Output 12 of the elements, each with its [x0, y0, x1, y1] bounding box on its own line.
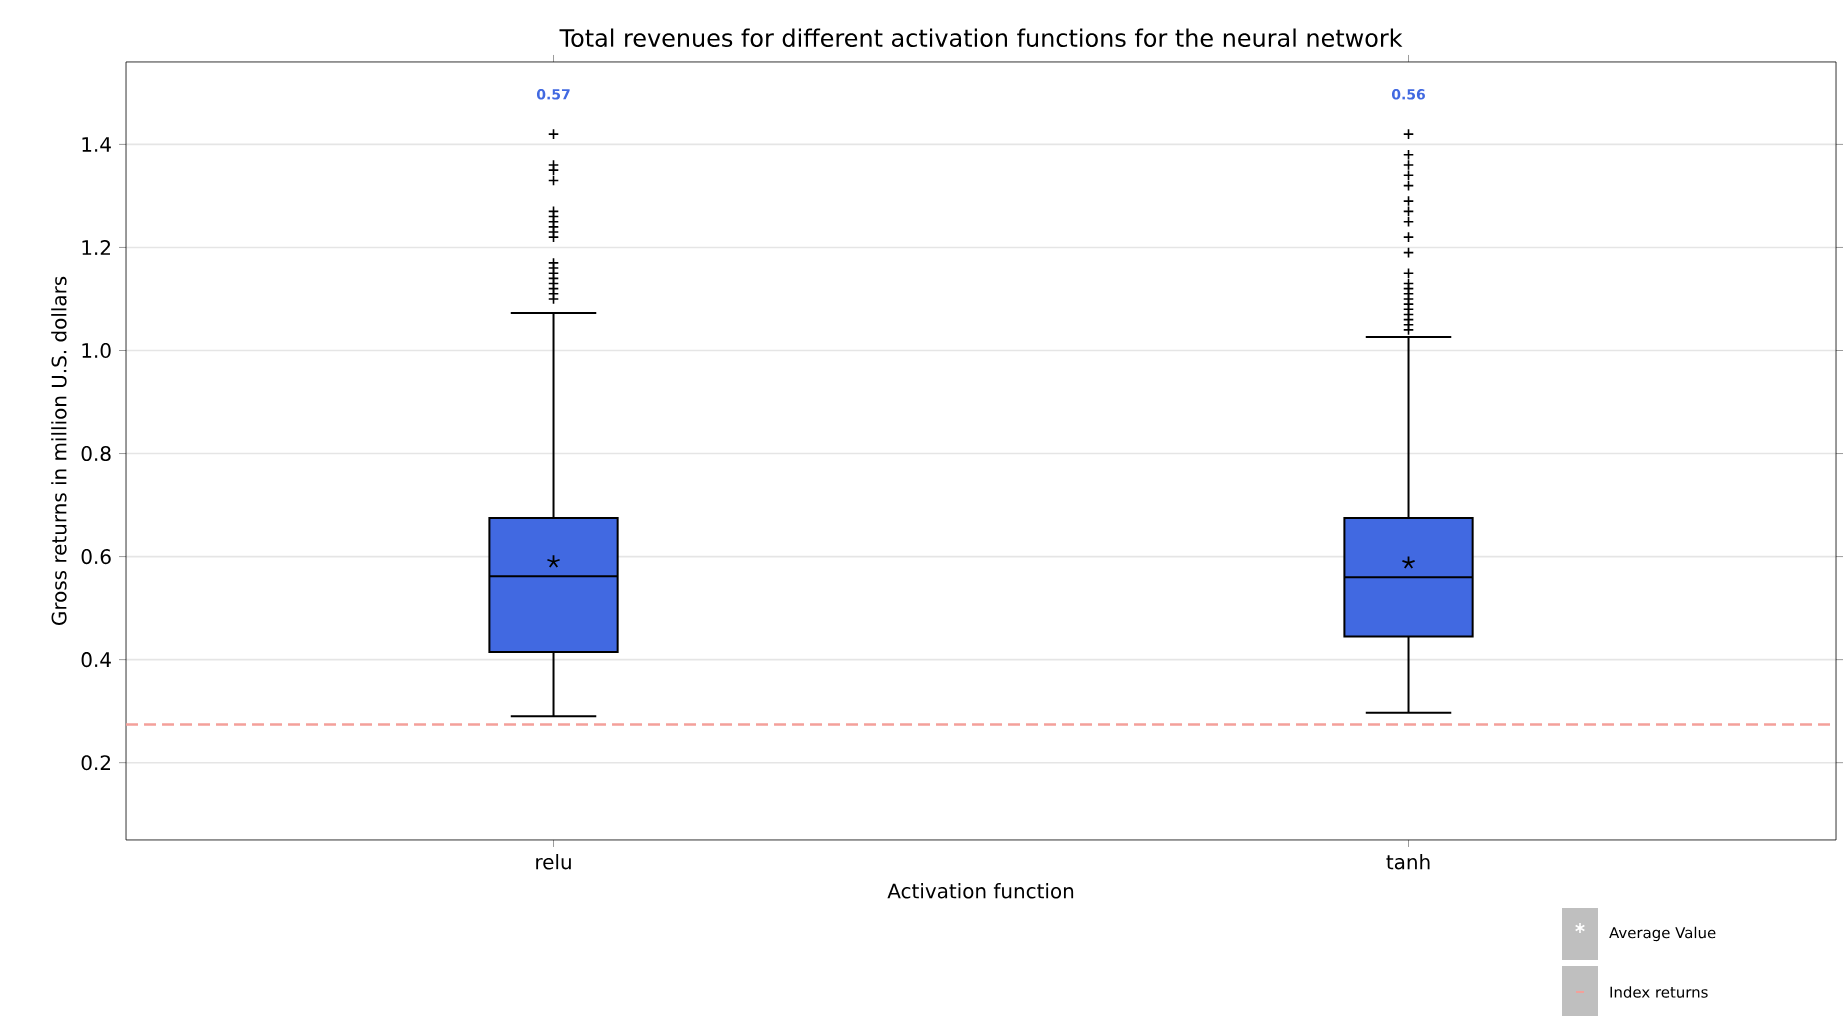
chart-title: Total revenues for different activation functions for the neural network	[559, 28, 1403, 47]
y-tick-label: 0.2	[81, 755, 110, 771]
y-tick-label: 0.4	[81, 652, 111, 668]
y-tick-label: 0.8	[81, 445, 111, 462]
y-tick-label: 1.0	[82, 342, 111, 359]
x-axis-title: Activation function	[887, 883, 1074, 899]
y-tick-label: 1.4	[82, 137, 111, 152]
x-tick-label: tanh	[1386, 853, 1430, 870]
y-tick-label: 0.6	[81, 549, 111, 565]
x-tick-label: relu	[536, 853, 571, 870]
y-tick-label: 1.2	[82, 240, 110, 255]
y-axis-title: Gross returns in million U.S. dollars	[51, 276, 67, 625]
